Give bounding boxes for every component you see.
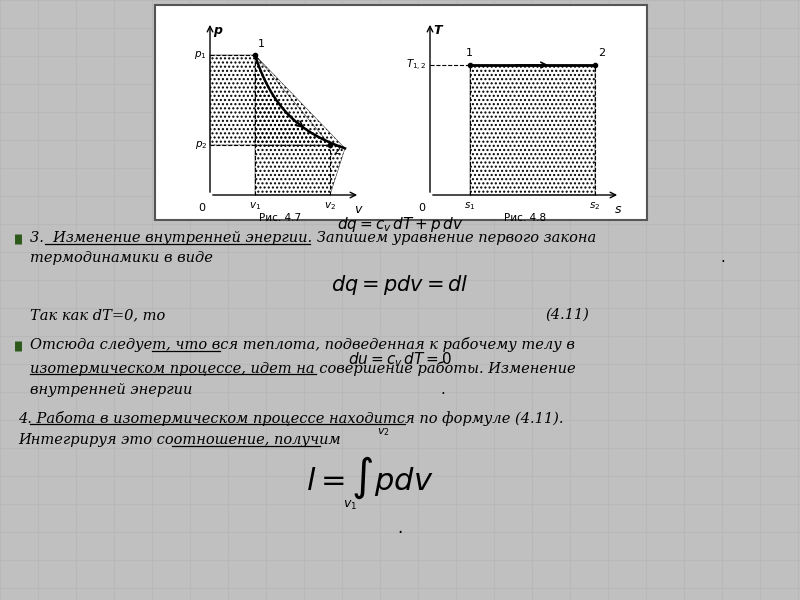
Text: p: p: [213, 24, 222, 37]
Text: Интегрируя это соотношение, получим: Интегрируя это соотношение, получим: [18, 433, 341, 447]
Text: $v_2$: $v_2$: [324, 200, 336, 212]
Text: 0: 0: [198, 203, 205, 213]
Text: (4.11): (4.11): [545, 308, 589, 322]
Text: Отсюда следует, что вся теплота, подведенная к рабочему телу в: Отсюда следует, что вся теплота, подведе…: [30, 337, 575, 352]
Text: Рис. 4.8: Рис. 4.8: [504, 213, 546, 223]
Text: $p_1$: $p_1$: [194, 49, 207, 61]
Text: .: .: [440, 383, 445, 397]
Text: термодинамики в виде: термодинамики в виде: [30, 251, 213, 265]
Text: $v_1$: $v_1$: [249, 200, 261, 212]
Text: v: v: [354, 203, 362, 216]
Text: изотермическом процессе, идет на совершение работы. Изменение: изотермическом процессе, идет на соверше…: [30, 361, 576, 376]
Text: 1: 1: [258, 39, 265, 49]
Text: .: .: [720, 251, 725, 265]
Text: 2: 2: [333, 146, 340, 156]
Text: .: .: [398, 519, 402, 537]
Text: $l = \int pdv$: $l = \int pdv$: [306, 455, 434, 501]
Text: Рис. 4.7: Рис. 4.7: [259, 213, 301, 223]
Text: $du = c_v \, dT = 0$: $du = c_v \, dT = 0$: [348, 350, 452, 370]
Text: Так как dT=0, то: Так как dT=0, то: [30, 308, 166, 322]
Text: $dq = pdv = dl$: $dq = pdv = dl$: [331, 273, 469, 297]
Text: $s_2$: $s_2$: [590, 200, 601, 212]
Text: 2: 2: [598, 48, 605, 58]
Text: $v_1$: $v_1$: [343, 499, 357, 512]
Text: 4. Работа в изотермическом процессе находится по формуле (4.11).: 4. Работа в изотермическом процессе нахо…: [18, 410, 563, 425]
Text: s: s: [614, 203, 622, 216]
Text: $p_2$: $p_2$: [194, 139, 207, 151]
Text: 0: 0: [418, 203, 425, 213]
Text: $T_{1,2}$: $T_{1,2}$: [406, 58, 427, 73]
FancyBboxPatch shape: [155, 5, 647, 220]
Text: 1: 1: [466, 48, 473, 58]
Text: $v_2$: $v_2$: [377, 426, 390, 438]
Text: $dq = c_v \, dT + p \, dv$: $dq = c_v \, dT + p \, dv$: [337, 214, 463, 233]
Text: $s_1$: $s_1$: [464, 200, 476, 212]
Text: T: T: [433, 24, 442, 37]
Text: внутренней энергии: внутренней энергии: [30, 383, 192, 397]
Text: 3.  Изменение внутренней энергии. Запишем уравнение первого закона: 3. Изменение внутренней энергии. Запишем…: [30, 231, 596, 245]
